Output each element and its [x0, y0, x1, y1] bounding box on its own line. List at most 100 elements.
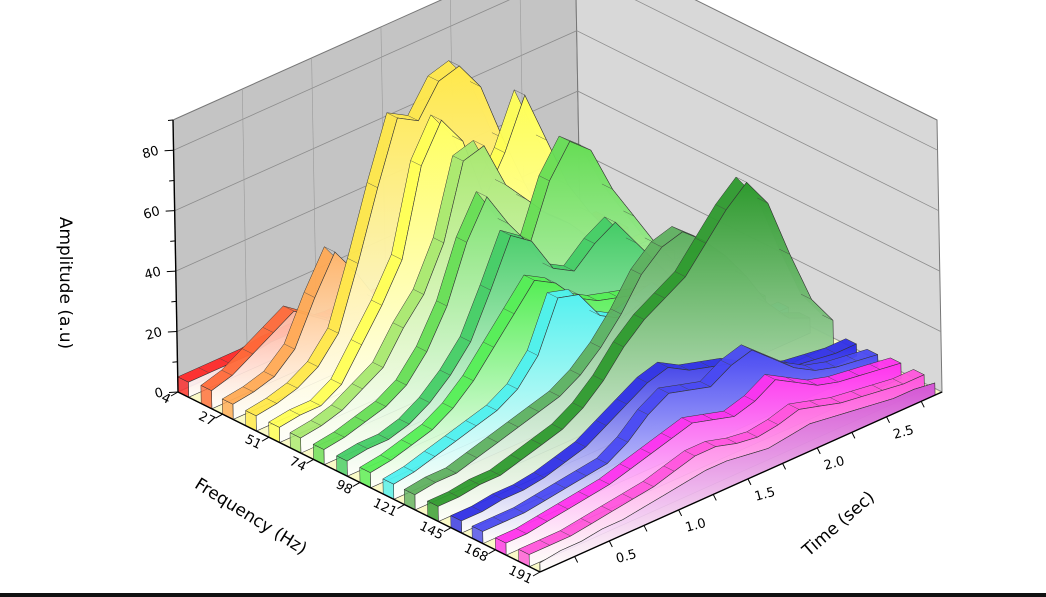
series-segment — [448, 60, 460, 67]
series-segment — [869, 363, 881, 370]
x-tick-label: 51 — [242, 432, 263, 453]
series-segment — [242, 348, 253, 355]
series-segment — [640, 448, 652, 454]
series-segment — [392, 322, 404, 329]
series-segment — [513, 507, 525, 514]
z-tick-label: 40 — [143, 264, 163, 283]
series-segment — [592, 375, 604, 381]
y-tick — [816, 447, 821, 455]
x-tick-label: 74 — [287, 454, 308, 475]
series-segment — [762, 353, 774, 360]
series-segment — [824, 347, 836, 354]
series-layer — [177, 60, 936, 573]
series-segment — [219, 358, 231, 364]
series-segment — [619, 463, 631, 470]
series-segment — [757, 197, 769, 204]
y-tick — [608, 540, 613, 548]
series-segment — [544, 277, 556, 284]
series-segment — [456, 236, 467, 243]
x-tick — [306, 458, 314, 464]
series-ribbon — [539, 382, 936, 573]
series-segment — [386, 112, 398, 119]
series-segment — [699, 381, 711, 387]
series-segment — [198, 367, 210, 374]
z-tick-label: 80 — [141, 144, 161, 163]
y-tick — [574, 556, 579, 563]
series-segment — [310, 400, 321, 406]
series-segment — [283, 305, 295, 312]
series-segment — [350, 339, 362, 346]
series-segment — [671, 226, 683, 232]
series-segment — [806, 379, 818, 386]
series-segment — [633, 314, 645, 320]
series-segment — [825, 361, 837, 368]
y-tick-label: 1.5 — [753, 485, 777, 505]
series-segment — [616, 398, 628, 405]
series-segment — [262, 327, 274, 333]
series-segment — [528, 406, 540, 412]
series-segment — [242, 386, 254, 393]
series-segment — [497, 218, 509, 224]
z-tick — [167, 119, 174, 121]
series-segment — [499, 230, 511, 236]
z-tick — [167, 331, 177, 333]
series-segment — [809, 400, 820, 407]
series-segment — [674, 271, 686, 277]
series-segment — [547, 292, 558, 299]
series-segment — [439, 369, 451, 376]
series-segment — [391, 254, 403, 260]
grid-line-t — [242, 88, 248, 361]
series-segment — [535, 134, 547, 141]
y-tick — [782, 463, 787, 470]
series-segment — [492, 516, 504, 523]
series-segment — [663, 465, 675, 472]
series-segment — [658, 387, 669, 394]
series-segment — [221, 369, 233, 376]
series-segment — [725, 437, 737, 444]
series-segment — [380, 454, 392, 461]
series-segment — [512, 484, 524, 491]
series-segment — [375, 401, 387, 407]
series-segment — [452, 155, 464, 162]
series-segment — [289, 409, 301, 416]
series-segment — [468, 479, 480, 485]
series-segment — [371, 299, 383, 306]
z-tick — [168, 391, 179, 393]
series-segment — [804, 364, 816, 371]
series-segment — [307, 361, 319, 367]
series-segment — [563, 265, 575, 272]
series-segment — [559, 135, 570, 142]
series-segment — [407, 115, 419, 121]
series-segment — [636, 377, 648, 383]
series-segment — [554, 456, 566, 463]
series-segment — [783, 362, 795, 368]
series-segment — [848, 370, 860, 376]
y-tick — [886, 416, 890, 424]
series-segment — [549, 390, 560, 397]
series-segment — [572, 402, 584, 409]
x-axis-label: Frequency (Hz) — [191, 474, 310, 559]
series-segment — [822, 314, 834, 321]
series-segment — [413, 289, 424, 295]
series-segment — [617, 436, 628, 443]
series-segment — [452, 135, 463, 142]
y-tick-label: 1.0 — [684, 516, 708, 536]
series-segment — [890, 357, 902, 364]
series-segment — [850, 391, 862, 397]
series-segment — [538, 175, 550, 182]
series-segment — [684, 450, 696, 457]
series-segment — [642, 481, 654, 487]
z-axis-line — [172, 119, 179, 393]
series-segment — [286, 382, 298, 389]
z-tick — [170, 240, 176, 242]
series-segment — [424, 476, 436, 483]
series-segment — [587, 295, 598, 301]
series-segment — [845, 338, 857, 345]
series-segment — [598, 478, 610, 485]
x-tick-label: 27 — [196, 409, 217, 430]
series-segment — [601, 183, 613, 190]
series-segment — [678, 384, 690, 391]
series-segment — [846, 355, 857, 362]
grid-line-z — [173, 0, 938, 151]
